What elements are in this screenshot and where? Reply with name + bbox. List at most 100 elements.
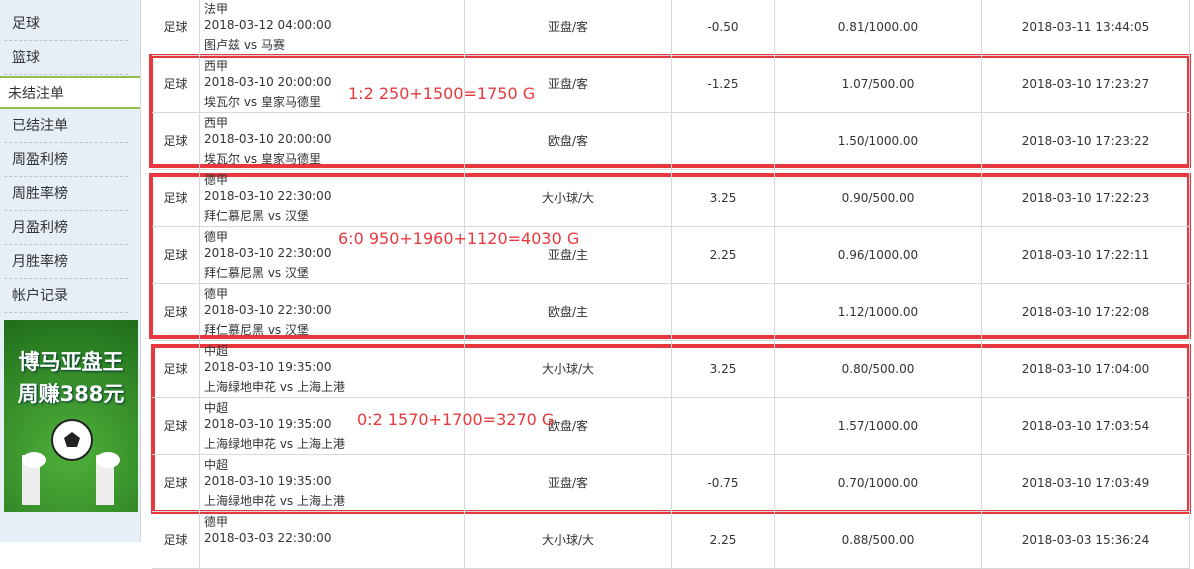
- table-cell: [672, 113, 775, 169]
- bet-time: 2018-03-10 17:23:22: [1021, 134, 1150, 148]
- table-cell: 西甲 2018-03-10 20:00:00 埃瓦尔 vs 皇家马德里: [200, 56, 465, 112]
- match-teams: 埃瓦尔 vs 皇家马德里: [204, 152, 321, 166]
- table-cell: -1.25: [672, 56, 775, 112]
- table-cell: 2018-03-10 17:22:23: [982, 170, 1190, 226]
- table-cell: 大小球/大: [465, 512, 672, 568]
- odds-stake: 0.88/500.00: [841, 533, 915, 547]
- banner-art: [22, 419, 120, 505]
- table-cell: 1.57/1000.00: [775, 398, 982, 454]
- table-cell: 欧盘/客: [465, 398, 672, 454]
- nav-item[interactable]: 帐户记录: [4, 280, 128, 313]
- odds-stake: 1.12/1000.00: [837, 305, 919, 319]
- table-cell: -0.75: [672, 455, 775, 511]
- match-date: 2018-03-10 19:35:00: [204, 360, 332, 374]
- odds-stake: 1.50/1000.00: [837, 134, 919, 148]
- match-league: 德甲: [204, 230, 229, 244]
- table-cell: 亚盘/主: [465, 227, 672, 283]
- table-cell: 欧盘/客: [465, 113, 672, 169]
- table-cell: 2018-03-10 17:23:27: [982, 56, 1190, 112]
- match-date: 2018-03-03 22:30:00: [204, 531, 332, 545]
- table-cell: 西甲 2018-03-10 20:00:00 埃瓦尔 vs 皇家马德里: [200, 113, 465, 169]
- nav-item[interactable]: 已结注单: [4, 110, 128, 143]
- banner[interactable]: 博马亚盘王 周赚388元: [4, 320, 138, 512]
- table-row: 足球 中超 2018-03-10 19:35:00 上海绿地申花 vs 上海上港 大小球…: [152, 341, 1190, 398]
- table-cell: -0.50: [672, 0, 775, 55]
- annotation: 1:2 250+1500=1750 G: [348, 84, 536, 103]
- table-row: 足球 德甲 2018-03-10 22:30:00 拜仁慕尼黑 vs 汉堡 欧盘/主 1.…: [152, 284, 1190, 341]
- odds-stake: 1.57/1000.00: [837, 419, 919, 433]
- table-cell: 1.07/500.00: [775, 56, 982, 112]
- annotation: 0:2 1570+1700=3270 G: [357, 410, 555, 429]
- table-cell: 足球: [152, 0, 200, 55]
- sport: 足球: [163, 20, 188, 34]
- bet-type: 欧盘/主: [547, 305, 589, 319]
- nav-item[interactable]: 足球: [4, 8, 128, 41]
- match-date: 2018-03-12 04:00:00: [204, 18, 332, 32]
- table-cell: 2018-03-10 17:23:22: [982, 113, 1190, 169]
- table-cell: 2018-03-03 15:36:24: [982, 512, 1190, 568]
- handicap: -1.25: [707, 77, 739, 91]
- table-cell: 足球: [152, 512, 200, 568]
- bet-type: 欧盘/客: [547, 419, 589, 433]
- odds-stake: 0.80/500.00: [841, 362, 915, 376]
- match-league: 德甲: [204, 173, 229, 187]
- handicap: -0.50: [707, 20, 739, 34]
- table-cell: 0.81/1000.00: [775, 0, 982, 55]
- match-teams: 图卢兹 vs 马赛: [204, 38, 285, 52]
- nav-item[interactable]: 篮球: [4, 42, 128, 75]
- bet-type: 亚盘/客: [547, 77, 589, 91]
- table-cell: 0.80/500.00: [775, 341, 982, 397]
- table-cell: 中超 2018-03-10 19:35:00 上海绿地申花 vs 上海上港: [200, 455, 465, 511]
- table-cell: 足球: [152, 113, 200, 169]
- table-cell: 2.25: [672, 512, 775, 568]
- match-date: 2018-03-10 20:00:00: [204, 75, 332, 89]
- table-cell: 德甲 2018-03-10 22:30:00 拜仁慕尼黑 vs 汉堡: [200, 170, 465, 226]
- table-cell: 3.25: [672, 341, 775, 397]
- match-league: 西甲: [204, 116, 229, 130]
- nav-item[interactable]: 周盈利榜: [4, 144, 128, 177]
- handicap: 3.25: [709, 362, 737, 376]
- odds-stake: 0.70/1000.00: [837, 476, 919, 490]
- table-cell: 足球: [152, 227, 200, 283]
- handicap: -0.75: [707, 476, 739, 490]
- nav-item[interactable]: 周胜率榜: [4, 178, 128, 211]
- bet-type: 欧盘/客: [547, 134, 589, 148]
- table-cell: 亚盘/客: [465, 455, 672, 511]
- match-teams: 上海绿地申花 vs 上海上港: [204, 494, 345, 508]
- sport: 足球: [163, 305, 188, 319]
- table-cell: 2018-03-11 13:44:05: [982, 0, 1190, 55]
- table-row: 足球 西甲 2018-03-10 20:00:00 埃瓦尔 vs 皇家马德里 欧盘/客 1…: [152, 113, 1190, 170]
- sport: 足球: [163, 533, 188, 547]
- nav-item[interactable]: 月胜率榜: [4, 246, 128, 279]
- bet-time: 2018-03-10 17:03:49: [1021, 476, 1150, 490]
- table-row: 足球 中超 2018-03-10 19:35:00 上海绿地申花 vs 上海上港 欧盘/…: [152, 398, 1190, 455]
- table-cell: 2018-03-10 17:04:00: [982, 341, 1190, 397]
- match-date: 2018-03-10 19:35:00: [204, 417, 332, 431]
- handicap: 2.25: [709, 533, 737, 547]
- table-cell: 2.25: [672, 227, 775, 283]
- table-cell: 法甲 2018-03-12 04:00:00 图卢兹 vs 马赛: [200, 0, 465, 55]
- table-cell: 足球: [152, 398, 200, 454]
- table-cell: 大小球/大: [465, 170, 672, 226]
- table-cell: 2018-03-10 17:03:49: [982, 455, 1190, 511]
- table-cell: 0.90/500.00: [775, 170, 982, 226]
- match-date: 2018-03-10 22:30:00: [204, 303, 332, 317]
- table-cell: 0.70/1000.00: [775, 455, 982, 511]
- bet-type: 大小球/大: [541, 533, 595, 547]
- annotation: 6:0 950+1960+1120=4030 G: [338, 229, 580, 248]
- match-league: 中超: [204, 401, 229, 415]
- nav-item[interactable]: 月盈利榜: [4, 212, 128, 245]
- sport: 足球: [163, 134, 188, 148]
- bet-time: 2018-03-11 13:44:05: [1021, 20, 1150, 34]
- match-teams: 上海绿地申花 vs 上海上港: [204, 437, 345, 451]
- odds-stake: 0.81/1000.00: [837, 20, 919, 34]
- match-league: 法甲: [204, 2, 229, 16]
- match-date: 2018-03-10 20:00:00: [204, 132, 332, 146]
- table-cell: 亚盘/客: [465, 56, 672, 112]
- nav-item[interactable]: 未结注单: [0, 76, 140, 109]
- table-cell: 足球: [152, 56, 200, 112]
- table-cell: 大小球/大: [465, 341, 672, 397]
- table-cell: 0.96/1000.00: [775, 227, 982, 283]
- match-league: 德甲: [204, 287, 229, 301]
- bet-time: 2018-03-10 17:22:11: [1021, 248, 1150, 262]
